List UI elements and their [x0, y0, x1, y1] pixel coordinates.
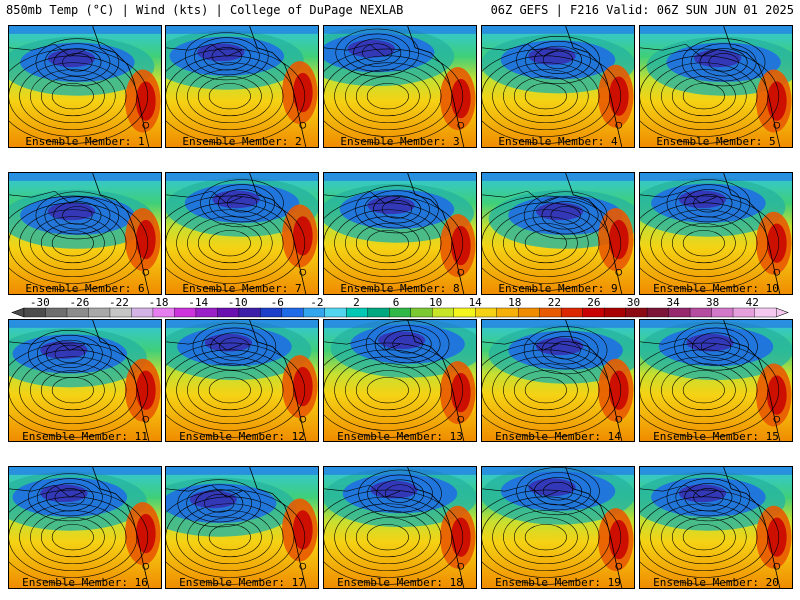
- colorbar-tick-label: 14: [469, 297, 483, 309]
- colorbar-tick-label: -6: [271, 297, 284, 309]
- colorbar-swatch: [195, 307, 218, 318]
- colorbar-swatch: [539, 307, 562, 318]
- colorbar-tick-label: -2: [310, 297, 323, 309]
- colorbar-swatch: [625, 307, 648, 318]
- colorbar-tick-label: 26: [587, 297, 600, 309]
- ensemble-member-map: [323, 319, 477, 442]
- ensemble-member-label: Ensemble Member: 16: [22, 576, 148, 589]
- ensemble-member-map: [481, 25, 635, 148]
- colorbar-swatch: [367, 307, 390, 318]
- colorbar-tick-label: -10: [228, 297, 248, 309]
- ensemble-member-label: Ensemble Member: 7: [182, 282, 302, 295]
- ensemble-member-label: Ensemble Member: 10: [653, 282, 779, 295]
- colorbar-tick-label: 34: [666, 297, 680, 309]
- ensemble-member-map: [639, 25, 793, 148]
- colorbar-swatch: [646, 307, 670, 318]
- colorbar-swatch: [432, 307, 455, 318]
- ensemble-member-map: [639, 319, 793, 442]
- temperature-colorbar: -30 -26 -22 -18 -14 -10 -6 -2 2 6 10 14 18 22 26 30 34 38…: [10, 297, 790, 321]
- colorbar-swatch: [517, 307, 541, 318]
- ensemble-member-map: [323, 172, 477, 295]
- colorbar-swatch: [410, 307, 433, 318]
- colorbar-swatch: [45, 307, 68, 318]
- ensemble-member-label: Ensemble Member: 11: [22, 430, 148, 443]
- colorbar-swatch: [152, 307, 175, 318]
- colorbar-swatch: [346, 307, 369, 318]
- colorbar-swatch: [281, 307, 304, 318]
- ensemble-member-label: Ensemble Member: 5: [656, 135, 776, 148]
- colorbar-swatch: [496, 307, 519, 318]
- ensemble-member-label: Ensemble Member: 17: [179, 576, 305, 589]
- run-valid-time: 06Z GEFS | F216 Valid: 06Z SUN JUN 01 20…: [490, 3, 794, 17]
- ensemble-member-map: [165, 25, 319, 148]
- colorbar-tick-label: -26: [69, 297, 89, 309]
- colorbar-swatch: [174, 307, 197, 318]
- colorbar-tick-label: 6: [393, 297, 400, 309]
- colorbar-tick-label: -22: [109, 297, 129, 309]
- colorbar-tick-label: 10: [429, 297, 442, 309]
- colorbar-swatch: [260, 307, 283, 318]
- ensemble-member-map: [323, 25, 477, 148]
- ensemble-member-map: [639, 466, 793, 589]
- colorbar-swatch: [217, 307, 240, 318]
- ensemble-member-map: [165, 319, 319, 442]
- colorbar-swatch: [109, 307, 132, 318]
- ensemble-member-label: Ensemble Member: 15: [653, 430, 779, 443]
- colorbar-tick-label: 22: [548, 297, 561, 309]
- ensemble-member-label: Ensemble Member: 19: [495, 576, 621, 589]
- map-title: 850mb Temp (°C) | Wind (kts) | College o…: [6, 3, 404, 17]
- ensemble-member-label: Ensemble Member: 20: [653, 576, 779, 589]
- ensemble-member-map: [165, 466, 319, 589]
- colorbar-swatch: [303, 307, 326, 318]
- ensemble-member-map: [481, 172, 635, 295]
- ensemble-member-label: Ensemble Member: 3: [340, 135, 460, 148]
- colorbar-tick-label: 2: [353, 297, 360, 309]
- colorbar-tick-label: -14: [188, 297, 208, 309]
- ensemble-member-label: Ensemble Member: 8: [340, 282, 460, 295]
- colorbar-swatch: [582, 307, 605, 318]
- colorbar-tick-label: -30: [30, 297, 50, 309]
- ensemble-member-map: [8, 25, 162, 148]
- ensemble-member-map: [481, 466, 635, 589]
- ensemble-member-map: [8, 466, 162, 589]
- ensemble-member-map: [323, 466, 477, 589]
- colorbar-swatch: [475, 307, 498, 318]
- ensemble-member-label: Ensemble Member: 2: [182, 135, 302, 148]
- colorbar-swatch: [238, 307, 261, 318]
- colorbar-swatch: [560, 307, 584, 318]
- ensemble-member-label: Ensemble Member: 14: [495, 430, 621, 443]
- colorbar-swatch: [23, 307, 46, 318]
- ensemble-member-label: Ensemble Member: 9: [498, 282, 618, 295]
- colorbar-swatch: [732, 307, 756, 318]
- colorbar-swatch: [88, 307, 111, 318]
- ensemble-member-map: [481, 319, 635, 442]
- ensemble-member-label: Ensemble Member: 6: [25, 282, 145, 295]
- colorbar-swatch: [668, 307, 691, 318]
- ensemble-member-map: [639, 172, 793, 295]
- colorbar-swatch: [453, 307, 476, 318]
- colorbar-tick-label: 42: [746, 297, 759, 309]
- colorbar-swatch: [389, 307, 412, 318]
- ensemble-member-map: [8, 319, 162, 442]
- colorbar-swatch: [324, 307, 347, 318]
- colorbar-swatch: [66, 307, 89, 318]
- colorbar-tick-label: -18: [149, 297, 169, 309]
- colorbar-swatch: [603, 307, 627, 318]
- colorbar-swatch: [689, 307, 713, 318]
- ensemble-member-map: [165, 172, 319, 295]
- ensemble-member-label: Ensemble Member: 4: [498, 135, 618, 148]
- colorbar-swatch: [711, 307, 734, 318]
- ensemble-member-map: [8, 172, 162, 295]
- colorbar-tick-label: 18: [508, 297, 521, 309]
- colorbar-swatch: [131, 307, 154, 318]
- ensemble-member-label: Ensemble Member: 12: [179, 430, 305, 443]
- ensemble-member-label: Ensemble Member: 18: [337, 576, 463, 589]
- ensemble-member-label: Ensemble Member: 13: [337, 430, 463, 443]
- colorbar-tick-label: 38: [706, 297, 719, 309]
- ensemble-member-label: Ensemble Member: 1: [25, 135, 145, 148]
- colorbar-swatch: [754, 307, 777, 318]
- colorbar-tick-label: 30: [627, 297, 640, 309]
